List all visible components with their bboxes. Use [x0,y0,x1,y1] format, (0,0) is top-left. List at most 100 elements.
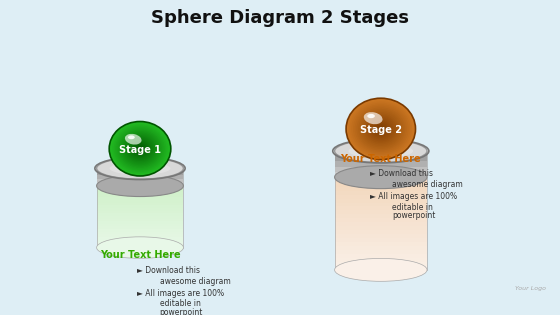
Polygon shape [97,211,184,213]
Circle shape [365,115,396,143]
Circle shape [372,121,390,137]
Text: ► All images are 100%: ► All images are 100% [137,289,225,298]
Circle shape [348,100,414,158]
Polygon shape [334,234,427,238]
Polygon shape [334,210,427,215]
Circle shape [360,111,402,147]
Polygon shape [334,230,427,234]
Text: Your Text Here: Your Text Here [340,153,421,163]
Polygon shape [334,215,427,218]
Text: ► All images are 100%: ► All images are 100% [370,192,457,201]
Polygon shape [334,246,427,250]
Polygon shape [97,229,184,232]
Polygon shape [334,238,427,242]
Text: ► Download this: ► Download this [370,169,432,178]
Circle shape [374,123,388,135]
Polygon shape [97,198,184,200]
Polygon shape [97,184,184,187]
Text: awesome diagram: awesome diagram [392,180,463,189]
Polygon shape [97,176,184,179]
Polygon shape [334,222,427,226]
Ellipse shape [364,112,382,124]
Polygon shape [334,207,427,210]
Polygon shape [97,242,184,245]
Circle shape [355,106,407,152]
Polygon shape [97,213,184,216]
Text: awesome diagram: awesome diagram [160,277,230,286]
Polygon shape [334,198,427,203]
Polygon shape [97,175,184,179]
Polygon shape [97,187,184,190]
Polygon shape [97,200,184,203]
Circle shape [353,104,409,153]
Polygon shape [97,208,184,211]
Circle shape [117,128,163,169]
Polygon shape [97,232,184,234]
Circle shape [115,127,165,170]
Ellipse shape [128,135,135,139]
Polygon shape [97,205,184,208]
Polygon shape [97,174,184,176]
Circle shape [377,126,384,132]
Circle shape [126,136,154,161]
Polygon shape [97,192,184,195]
Circle shape [349,101,412,157]
Polygon shape [334,262,427,266]
Ellipse shape [96,237,184,258]
Circle shape [358,109,403,149]
Circle shape [136,145,144,153]
Polygon shape [334,175,427,179]
Polygon shape [334,183,427,187]
Text: ► Download this: ► Download this [137,266,200,275]
Polygon shape [97,237,184,240]
Polygon shape [97,219,184,221]
Polygon shape [97,181,184,184]
Polygon shape [334,187,427,191]
Ellipse shape [125,134,142,145]
Ellipse shape [335,140,427,163]
Circle shape [112,124,168,173]
Polygon shape [334,151,427,156]
Circle shape [128,138,152,160]
Polygon shape [334,242,427,246]
Circle shape [129,139,151,158]
Circle shape [351,103,410,155]
Circle shape [132,142,148,156]
Circle shape [109,122,171,176]
Polygon shape [334,266,427,270]
Polygon shape [97,168,184,171]
Polygon shape [97,245,184,248]
Polygon shape [334,159,427,163]
Ellipse shape [335,166,427,189]
Ellipse shape [367,114,375,118]
Polygon shape [334,195,427,198]
Polygon shape [97,182,184,186]
Polygon shape [334,191,427,195]
Polygon shape [334,226,427,230]
Circle shape [130,140,149,157]
Circle shape [362,112,400,146]
Polygon shape [334,258,427,262]
Polygon shape [97,195,184,198]
Circle shape [122,132,158,165]
Text: Stage 2: Stage 2 [360,125,402,135]
Circle shape [114,126,166,172]
Polygon shape [97,234,184,237]
Polygon shape [334,162,427,167]
Circle shape [119,130,161,168]
Circle shape [138,147,142,150]
Circle shape [357,107,405,151]
Text: Your Text Here: Your Text Here [100,250,180,260]
Polygon shape [334,163,427,167]
Circle shape [120,131,160,166]
Ellipse shape [96,175,184,197]
Polygon shape [97,221,184,224]
Polygon shape [97,226,184,229]
Polygon shape [97,224,184,226]
Circle shape [111,123,169,175]
Circle shape [123,134,157,164]
Text: powerpoint: powerpoint [160,308,203,315]
Polygon shape [334,179,427,183]
Ellipse shape [348,144,413,158]
Polygon shape [334,250,427,254]
